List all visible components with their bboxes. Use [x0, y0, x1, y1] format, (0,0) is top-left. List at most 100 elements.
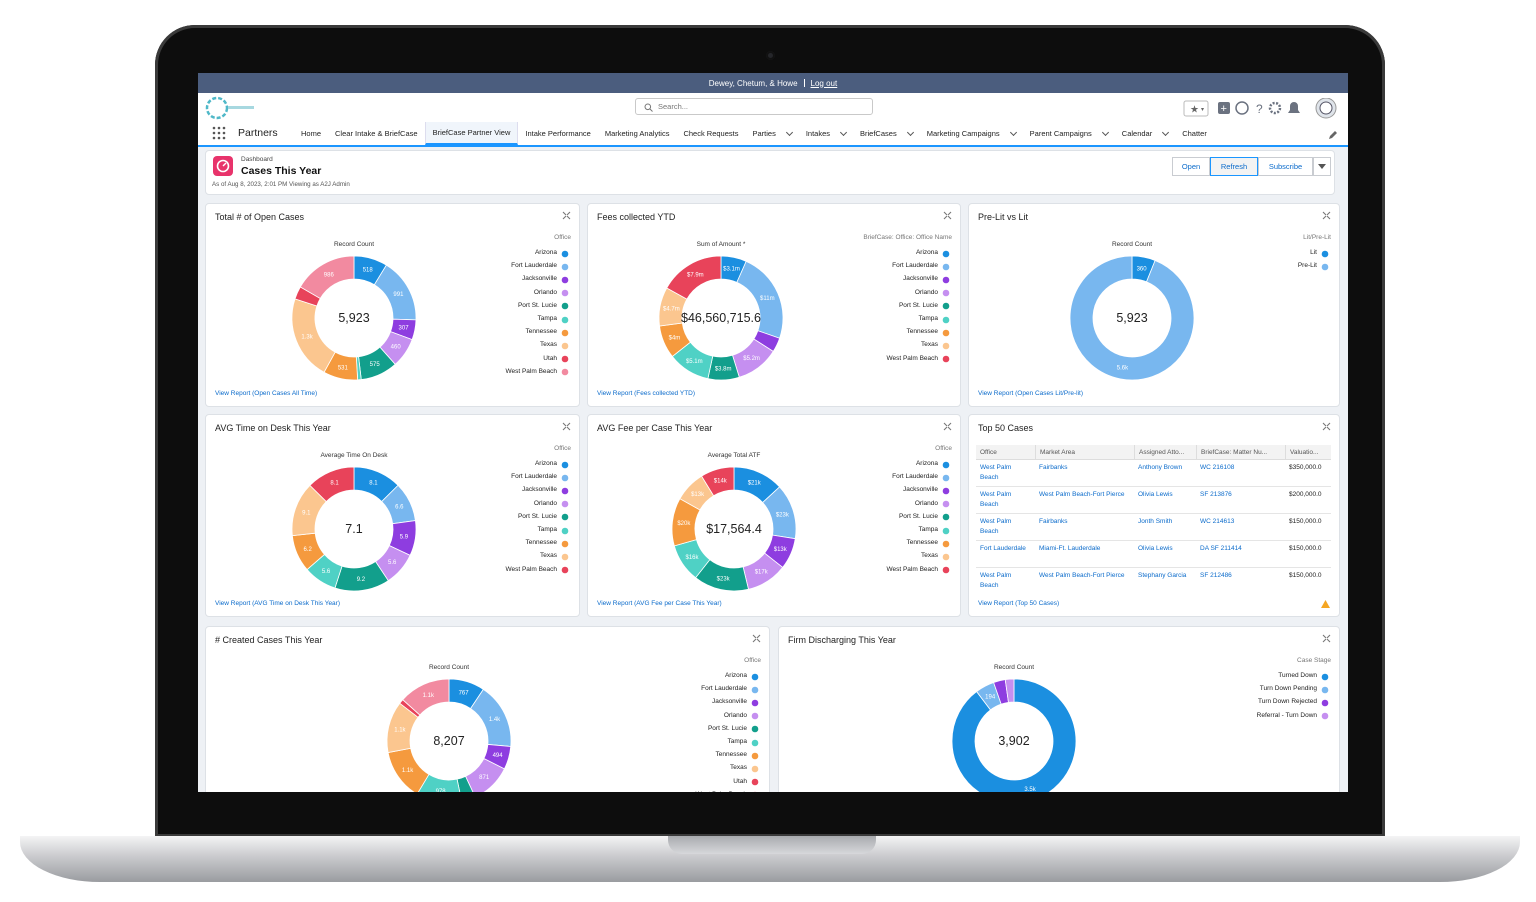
nav-tab[interactable]: Home	[301, 129, 322, 138]
dashboard-button[interactable]: Open	[1172, 157, 1210, 176]
expand-icon[interactable]	[1322, 634, 1331, 643]
legend-dot	[561, 368, 569, 376]
expand-icon[interactable]	[943, 211, 952, 220]
nav-tab[interactable]: BriefCases	[853, 122, 920, 145]
expand-icon[interactable]	[1322, 211, 1331, 220]
expand-icon[interactable]	[943, 422, 952, 431]
table-cell[interactable]: Olivia Lewis	[1134, 541, 1196, 568]
table-cell[interactable]: West Palm Beach	[976, 514, 1035, 541]
segment-label: $13k	[691, 492, 705, 498]
donut-total: 7.1	[345, 522, 363, 536]
table-cell[interactable]: SF 212486	[1196, 568, 1285, 593]
legend-dot	[751, 673, 759, 680]
table-cell[interactable]: Fairbanks	[1035, 460, 1134, 487]
view-report-link[interactable]: View Report (Top 50 Cases)	[978, 600, 1060, 607]
table-cell[interactable]: Olivia Lewis	[1134, 487, 1196, 514]
table-cell[interactable]: Miami-Ft. Lauderdale	[1035, 541, 1134, 568]
legend-swatch	[561, 474, 569, 481]
table-cell[interactable]: Fairbanks	[1035, 514, 1134, 541]
segment-label: 5.6k	[1117, 366, 1129, 372]
dashboard-menu-button[interactable]	[1313, 157, 1331, 176]
header: Search... ★ ▾ + ? Partners Home Clear Inta…	[198, 93, 1348, 147]
table-cell[interactable]: West Palm Beach	[976, 460, 1035, 487]
app-launcher[interactable]	[212, 126, 226, 140]
expand-icon[interactable]	[562, 422, 571, 431]
legend-swatch	[561, 263, 569, 270]
legend-swatch	[561, 250, 569, 257]
table-cell[interactable]: Stephany Garcia	[1134, 568, 1196, 593]
legend-title: Office	[935, 445, 952, 452]
table-cell[interactable]: West Palm Beach-Fort Pierce	[1035, 487, 1134, 514]
svg-text:?: ?	[1256, 102, 1263, 116]
donut-chart: 8.1 6.6 5.9 5.6 9.2 5.6 6.2 9.1 8.1	[291, 466, 417, 592]
legend-label: Tampa	[537, 526, 557, 533]
dashboard-button[interactable]: Refresh	[1210, 157, 1258, 176]
legend-swatch	[561, 513, 569, 521]
nav-tab[interactable]: Marketing Analytics	[604, 129, 670, 138]
legend-label: Texas	[921, 341, 938, 349]
edit-icon[interactable]	[1328, 130, 1338, 140]
table-cell[interactable]: DA SF 211414	[1196, 541, 1285, 568]
legend-dot	[1321, 699, 1329, 707]
expand-icon[interactable]	[562, 211, 571, 220]
separator	[803, 79, 805, 87]
legend-label: Turn Down Rejected	[1257, 698, 1317, 706]
table-cell[interactable]: WC 216108	[1196, 460, 1285, 487]
nav-tab[interactable]: Clear Intake & BriefCase	[335, 129, 418, 138]
legend-swatch	[561, 500, 569, 508]
view-report-link[interactable]: View Report (Open Cases All Time)	[215, 390, 318, 397]
nav-tab[interactable]: Marketing Campaigns	[920, 122, 1023, 145]
legend-swatch	[561, 342, 569, 350]
dashboard-subtitle: As of Aug 8, 2023, 2:01 PM Viewing as A2…	[212, 181, 350, 188]
legend-dot	[942, 461, 950, 468]
segment-label: $20k	[677, 521, 691, 527]
view-report-link[interactable]: View Report (Open Cases Lit/Pre-lit)	[978, 390, 1084, 397]
table-cell[interactable]: West Palm Beach	[976, 487, 1035, 514]
nav-tab[interactable]: Check Requests	[683, 129, 739, 138]
table-cell[interactable]: WC 214613	[1196, 514, 1285, 541]
legend-label: West Palm Beach	[695, 791, 747, 792]
chart-measure: Record Count	[993, 664, 1035, 671]
expand-icon[interactable]	[752, 634, 761, 643]
view-report-link[interactable]: View Report (Fees collected YTD)	[597, 390, 696, 397]
search-placeholder: Search...	[658, 102, 689, 111]
legend-dot	[942, 540, 950, 547]
legend-dot	[942, 566, 950, 574]
nav-tab[interactable]: Chatter	[1182, 129, 1207, 138]
legend-dot	[942, 355, 950, 363]
nav-tab[interactable]: Intakes	[799, 122, 853, 145]
table-cell[interactable]: West Palm Beach	[976, 568, 1035, 593]
table-cell[interactable]: SF 213876	[1196, 487, 1285, 514]
dashboard-button[interactable]: Subscribe	[1258, 157, 1313, 176]
legend-swatch	[561, 355, 569, 363]
table-cell[interactable]: Jonth Smith	[1134, 514, 1196, 541]
camera	[766, 51, 775, 60]
table-cell[interactable]: West Palm Beach-Fort Pierce	[1035, 568, 1134, 593]
nav-tab[interactable]: Parent Campaigns	[1023, 122, 1115, 145]
view-report-link[interactable]: View Report (AVG Time on Desk This Year)	[215, 600, 340, 607]
nav-tab[interactable]: Calendar	[1115, 122, 1175, 145]
legend-label: Texas	[540, 341, 557, 349]
legend-dot	[561, 527, 569, 534]
nav-tab[interactable]: Parties	[745, 122, 798, 145]
legend-dot	[942, 500, 950, 508]
donut-chart: 3.5k 194	[951, 678, 1077, 792]
legend-dot	[942, 553, 950, 561]
legend-label: Jacksonville	[711, 698, 747, 706]
view-report-link[interactable]: View Report (AVG Fee per Case This Year)	[597, 600, 722, 607]
nav-tab[interactable]: BriefCase Partner View	[424, 122, 519, 145]
legend-label: West Palm Beach	[886, 354, 938, 362]
table-cell[interactable]: Fort Lauderdale	[976, 541, 1035, 568]
nav-tab[interactable]: Intake Performance	[525, 129, 591, 138]
legend-swatch	[942, 461, 950, 468]
table-cell[interactable]: Anthony Brown	[1134, 460, 1196, 487]
legend-dot	[561, 487, 569, 495]
expand-icon[interactable]	[1322, 422, 1331, 431]
legend-label: Port St. Lucie	[707, 724, 747, 732]
search-box[interactable]: Search...	[635, 98, 873, 115]
chart-measure: Average Time On Desk	[320, 452, 388, 459]
legend-swatch	[561, 566, 569, 574]
legend-dot	[561, 276, 569, 284]
logout-link[interactable]: Log out	[810, 78, 838, 88]
legend-swatch	[942, 500, 950, 508]
